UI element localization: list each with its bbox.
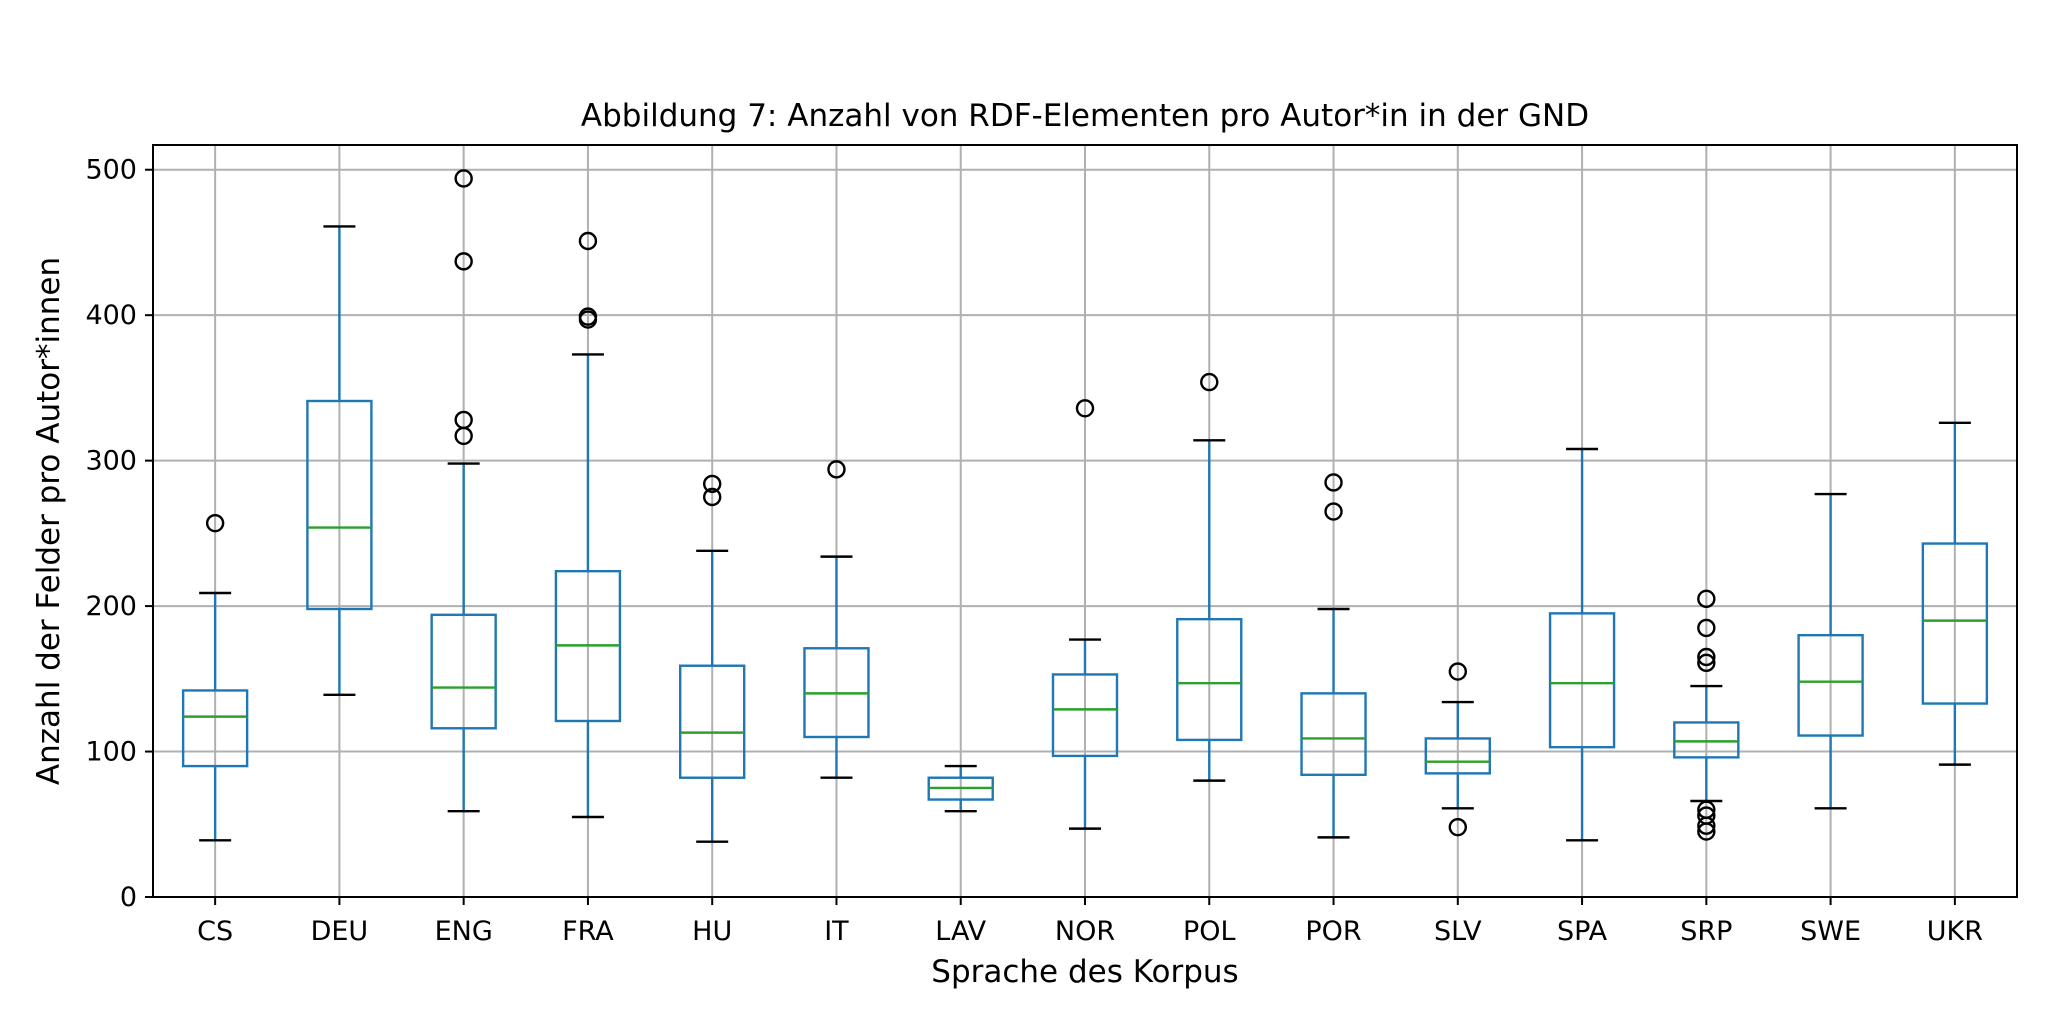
- box-nor: [1051, 399, 1119, 830]
- box-it: [803, 460, 870, 779]
- outlier-point: [205, 513, 225, 533]
- outlier-point: [1075, 399, 1095, 418]
- y-tick-label: 500: [85, 155, 137, 186]
- axis-layer: 0 100 200 300 400 500 CS DEU ENG FRA HU IT LAV NOR POL…: [85, 155, 1983, 947]
- box-eng: [430, 169, 497, 813]
- iqr-box: [1921, 542, 1989, 705]
- outlier-point: [578, 231, 598, 251]
- x-tick-label: NOR: [1055, 916, 1115, 947]
- box-swe: [1797, 492, 1864, 810]
- box-fra: [554, 231, 622, 819]
- box-srp: [1673, 589, 1740, 841]
- y-tick-label: 100: [85, 737, 137, 768]
- x-tick-label: DEU: [311, 916, 369, 947]
- iqr-box: [1176, 617, 1243, 742]
- x-axis-label: Sprache des Korpus: [931, 954, 1238, 990]
- box-por: [1300, 473, 1367, 839]
- box-slv: [1424, 662, 1492, 837]
- x-tick-label: LAV: [935, 916, 986, 947]
- x-tick-label: IT: [824, 916, 849, 947]
- iqr-box: [1424, 737, 1492, 775]
- outlier-point: [1697, 589, 1716, 609]
- box-cs: [181, 513, 249, 842]
- outlier-point: [1448, 662, 1468, 681]
- x-tick-label: SLV: [1434, 916, 1482, 947]
- outlier-point: [1697, 653, 1716, 673]
- outlier-point: [454, 169, 473, 188]
- outlier-point: [1697, 647, 1716, 667]
- x-tick-label: FRA: [562, 916, 614, 947]
- x-tick-label: SWE: [1800, 916, 1861, 947]
- outlier-point: [703, 487, 722, 507]
- iqr-box: [1797, 633, 1864, 737]
- iqr-box: [1673, 721, 1740, 759]
- iqr-box: [1548, 612, 1616, 749]
- outlier-point: [1697, 800, 1716, 819]
- outlier-point: [1448, 817, 1468, 837]
- box-hu: [679, 474, 746, 843]
- outlier-point: [454, 252, 473, 271]
- box-deu: [306, 225, 373, 697]
- x-tick-label: CS: [197, 916, 233, 947]
- outlier-point: [1697, 806, 1716, 825]
- box-spa: [1548, 447, 1616, 842]
- y-tick-label: 400: [85, 300, 137, 331]
- y-tick-label: 300: [85, 446, 137, 477]
- box-layer: [181, 169, 1989, 843]
- iqr-box: [679, 664, 746, 779]
- outlier-point: [1200, 372, 1219, 392]
- x-tick-label: HU: [692, 916, 732, 947]
- chart-title: Abbildung 7: Anzahl von RDF-Elementen pr…: [581, 98, 1589, 134]
- outlier-point: [827, 460, 846, 479]
- x-tick-label: ENG: [435, 916, 493, 947]
- x-tick-label: POL: [1183, 916, 1236, 947]
- y-tick-label: 200: [85, 591, 137, 622]
- outlier-point: [1324, 473, 1343, 492]
- outlier-point: [703, 474, 722, 494]
- box-pol: [1176, 372, 1243, 782]
- y-tick-label: 0: [120, 882, 137, 913]
- outlier-point: [578, 307, 598, 326]
- outlier-point: [1324, 502, 1343, 521]
- outlier-point: [1697, 618, 1716, 638]
- box-ukr: [1921, 421, 1989, 766]
- iqr-box: [1051, 673, 1119, 758]
- x-tick-label: SPA: [1557, 916, 1608, 947]
- iqr-box: [181, 689, 249, 768]
- outlier-point: [454, 410, 473, 430]
- x-tick-label: POR: [1305, 916, 1361, 947]
- iqr-box: [306, 399, 373, 611]
- iqr-box: [430, 613, 497, 730]
- y-axis-label: Anzahl der Felder pro Autor*innen: [31, 257, 67, 785]
- x-tick-label: SRP: [1680, 916, 1732, 947]
- box-lav: [927, 764, 994, 813]
- x-tick-label: UKR: [1927, 916, 1983, 947]
- iqr-box: [1300, 692, 1367, 777]
